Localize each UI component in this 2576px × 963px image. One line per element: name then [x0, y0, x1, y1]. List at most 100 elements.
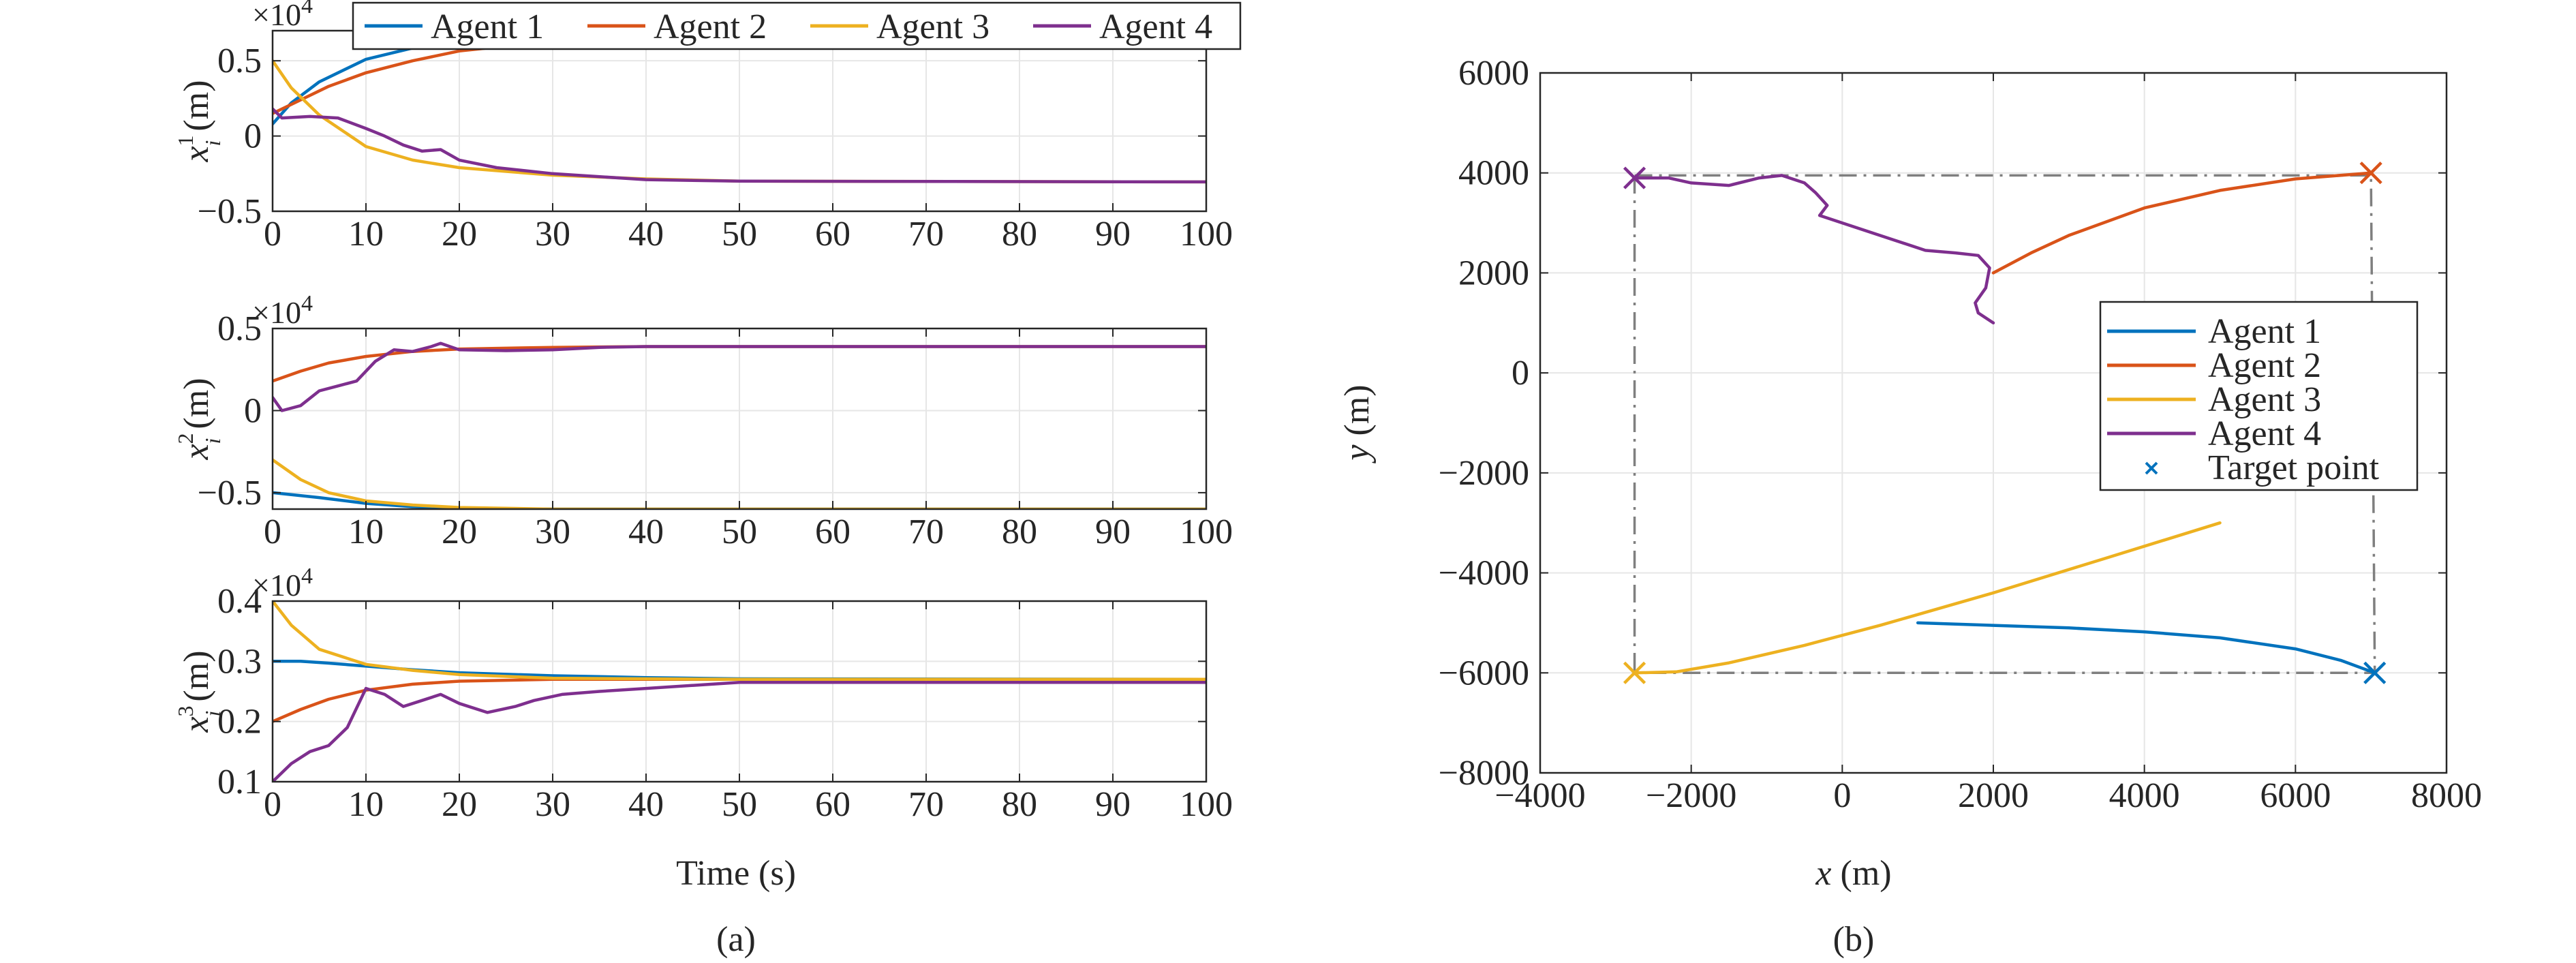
a-top-ylabel: x1 i (m)	[173, 80, 225, 162]
a-top-ytick-label: −0.5	[198, 192, 262, 231]
b-xtick-label: 0	[1833, 776, 1851, 815]
legend-b: Agent 1 Agent 2 Agent 3 Agent 4 Target p…	[2099, 301, 2419, 491]
legend-a-label-agent-3: Agent 3	[876, 7, 990, 46]
a-top-xtick-label: 90	[1095, 215, 1131, 254]
a-middle-ylabel-unit: (m)	[177, 378, 216, 438]
b-xtick-label: 8000	[2411, 776, 2482, 815]
a-top-xtick-label: 50	[722, 215, 757, 254]
a-middle-xtick-label: 60	[815, 513, 850, 551]
a-bottom-exponent-label: ×104	[252, 564, 313, 602]
a-bottom-ytick-label: 0.3	[217, 642, 262, 681]
a-bottom-xtick-label: 70	[908, 785, 944, 824]
a-middle-ylabel-var: x	[177, 444, 216, 460]
a-top-xtick-label: 30	[535, 215, 570, 254]
b-target-marker-2	[2359, 162, 2382, 185]
b-ytick-label: −8000	[1439, 754, 1529, 793]
axes-a-bottom: 0 10 20 30 40 50 60 70 80 90 100 0.1 0.2 0.3 0.4×104 x3…	[173, 564, 1233, 824]
a-middle-exponent-label: ×104	[252, 291, 313, 330]
panel-b-ylabel-unit: (m)	[1338, 384, 1377, 444]
a-top-xtick-label: 40	[628, 215, 664, 254]
a-middle-exponent-power: 4	[301, 291, 313, 316]
a-middle-ylabel: x2 i (m)	[173, 378, 225, 460]
a-middle-xtick-label: 100	[1180, 513, 1233, 551]
a-middle-grid	[272, 328, 1207, 509]
a-bottom-ytick-label: 0.2	[217, 703, 262, 742]
a-bottom-ylabel-sub: i	[200, 711, 225, 717]
a-bottom-ytick-label: 0.1	[217, 763, 262, 801]
a-bottom-xtick-label: 30	[535, 785, 570, 824]
a-middle-xtick-label: 90	[1095, 513, 1131, 551]
legend-b-box	[2099, 301, 2419, 491]
panel-b-caption: (b)	[1833, 920, 1875, 959]
a-middle-xtick-label: 20	[442, 513, 477, 551]
a-bottom-xtick-label: 40	[628, 785, 664, 824]
legend-a-label-agent-1: Agent 1	[431, 7, 544, 46]
a-middle-xtick-label: 40	[628, 513, 664, 551]
a-top-xtick-label: 100	[1180, 215, 1233, 254]
a-bottom-grid	[272, 600, 1207, 782]
a-top-exponent-base: ×10	[252, 0, 301, 32]
a-middle-ytick-label: −0.5	[198, 474, 262, 513]
a-middle-xtick-label: 70	[908, 513, 944, 551]
a-middle-ylabel-sub: i	[200, 438, 225, 444]
b-ytick-label: 2000	[1458, 254, 1529, 292]
a-bottom-xtick-label: 100	[1180, 785, 1233, 824]
legend-b-label-agent-1: Agent 1	[2208, 312, 2321, 351]
a-middle-xtick-label: 80	[1002, 513, 1037, 551]
a-bottom-xtick-label: 10	[348, 785, 384, 824]
panel-a-xlabel: Time (s)	[676, 854, 796, 893]
a-top-xtick-label: 80	[1002, 215, 1037, 254]
b-ytick-label: 4000	[1458, 154, 1529, 193]
a-bottom-xtick-label: 0	[264, 785, 281, 824]
a-middle-exponent-base: ×10	[252, 295, 301, 330]
legend-a-label-agent-4: Agent 4	[1099, 7, 1212, 46]
b-ytick-label: −2000	[1439, 454, 1529, 493]
b-target-marker-1	[2363, 661, 2387, 684]
legend-b-label-agent-2: Agent 2	[2208, 346, 2321, 385]
a-top-xtick-label: 0	[264, 215, 281, 254]
b-target-marker-3	[1623, 661, 1646, 684]
a-bottom-xtick-label: 60	[815, 785, 850, 824]
b-target-marker-4	[1623, 166, 1646, 189]
b-line-agent-4	[1633, 174, 1995, 325]
legend-b-label-agent-4: Agent 4	[2208, 414, 2321, 453]
a-middle-xtick-label: 50	[722, 513, 757, 551]
legend-b-label-target-point: Target point	[2208, 448, 2380, 487]
a-bottom-ylabel: x3 i (m)	[173, 650, 225, 733]
a-bottom-xtick-label: 80	[1002, 785, 1037, 824]
b-series	[1633, 171, 2376, 675]
axes-b: −4000 −2000 0 2000 4000 6000 8000 −8000 −6000 −40…	[1439, 54, 2482, 815]
a-bottom-line-agent-4	[273, 681, 1206, 782]
a-top-ylabel-sup: 1	[173, 135, 198, 146]
a-top-xtick-label: 10	[348, 215, 384, 254]
b-line-agent-1	[1916, 621, 2376, 675]
a-bottom-series	[273, 601, 1206, 782]
a-top-exponent-label: ×104	[252, 0, 313, 32]
panel-b-ylabel: y (m)	[1338, 384, 1377, 463]
b-xtick-label: 4000	[2109, 776, 2180, 815]
a-top-exponent-power: 4	[301, 0, 313, 18]
legend-b-swatch-target-point	[2145, 461, 2158, 475]
b-ytick-label: −6000	[1439, 654, 1529, 692]
b-xtick-label: 6000	[2260, 776, 2331, 815]
a-bottom-xtick-label: 50	[722, 785, 757, 824]
a-middle-line-agent-1	[273, 491, 1206, 509]
a-bottom-ylabel-var: x	[177, 716, 216, 733]
a-bottom-xtick-label: 90	[1095, 785, 1131, 824]
a-bottom-ylabel-unit: (m)	[177, 650, 216, 710]
b-xtick-label: −4000	[1494, 776, 1585, 815]
a-middle-xtick-label: 30	[535, 513, 570, 551]
a-top-xtick-label: 70	[908, 215, 944, 254]
a-bottom-line-agent-3	[273, 601, 1206, 682]
a-bottom-ylabel-sup: 3	[173, 705, 198, 716]
a-bottom-exponent-base: ×10	[252, 568, 301, 602]
a-bottom-xtick-label: 20	[442, 785, 477, 824]
panel-b-xlabel-unit: (m)	[1832, 854, 1892, 893]
a-top-ytick-label: 0.5	[217, 42, 262, 80]
a-top-ylabel-var: x	[177, 146, 216, 162]
b-ytick-label: −4000	[1439, 554, 1529, 593]
